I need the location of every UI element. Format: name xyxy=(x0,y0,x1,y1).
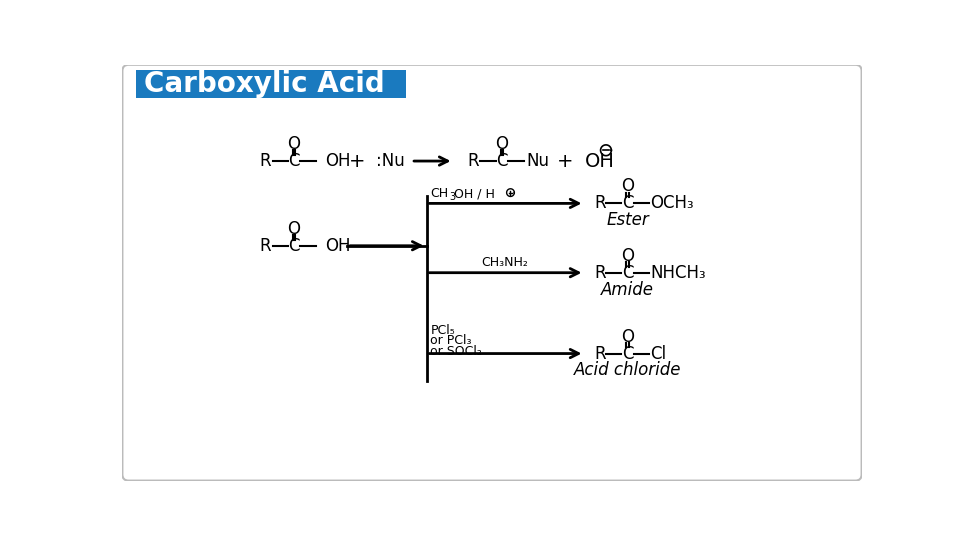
Text: R: R xyxy=(594,194,606,212)
Text: Acid chloride: Acid chloride xyxy=(574,361,682,380)
Text: C: C xyxy=(622,194,634,212)
Text: O: O xyxy=(621,247,634,265)
Text: NHCH₃: NHCH₃ xyxy=(651,264,707,282)
Text: +: + xyxy=(557,152,573,171)
Text: C: C xyxy=(288,237,300,255)
Text: O: O xyxy=(288,135,300,153)
Text: CH₃NH₂: CH₃NH₂ xyxy=(482,256,529,269)
Text: Nu: Nu xyxy=(526,152,549,170)
Text: CH: CH xyxy=(430,187,448,200)
Text: OCH₃: OCH₃ xyxy=(651,194,694,212)
Text: C: C xyxy=(288,152,300,170)
Text: R: R xyxy=(259,152,271,170)
Text: OH: OH xyxy=(324,152,350,170)
Text: C: C xyxy=(622,264,634,282)
Text: O: O xyxy=(495,135,509,153)
Text: or PCl₃: or PCl₃ xyxy=(430,334,472,347)
Text: OH: OH xyxy=(585,152,614,171)
Text: C: C xyxy=(622,345,634,362)
Text: O: O xyxy=(621,328,634,346)
Text: :Nu: :Nu xyxy=(376,152,405,170)
Text: Cl: Cl xyxy=(651,345,667,362)
Text: PCl₅: PCl₅ xyxy=(430,323,455,336)
Text: Carboxylic Acid: Carboxylic Acid xyxy=(144,70,385,98)
Text: C: C xyxy=(496,152,508,170)
Text: Ester: Ester xyxy=(606,211,649,230)
Text: R: R xyxy=(467,152,479,170)
Text: R: R xyxy=(594,345,606,362)
Text: +: + xyxy=(349,152,366,171)
Text: R: R xyxy=(594,264,606,282)
Text: O: O xyxy=(621,178,634,195)
Text: Amide: Amide xyxy=(601,281,654,299)
Text: O: O xyxy=(288,220,300,238)
Text: or SOCl₂: or SOCl₂ xyxy=(430,345,482,358)
Text: OH / H: OH / H xyxy=(454,187,495,200)
Text: R: R xyxy=(259,237,271,255)
Text: OH: OH xyxy=(324,237,350,255)
FancyBboxPatch shape xyxy=(123,65,861,481)
FancyBboxPatch shape xyxy=(136,70,406,98)
Text: 3: 3 xyxy=(449,192,456,202)
